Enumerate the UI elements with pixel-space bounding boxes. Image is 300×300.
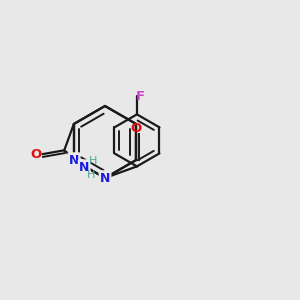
Text: O: O [130, 122, 142, 134]
Text: O: O [30, 148, 41, 160]
Text: F: F [135, 90, 145, 103]
Text: H: H [87, 170, 95, 180]
Text: N: N [69, 154, 79, 166]
Text: H: H [89, 156, 98, 166]
Text: N: N [100, 172, 110, 184]
Text: N: N [79, 160, 89, 173]
